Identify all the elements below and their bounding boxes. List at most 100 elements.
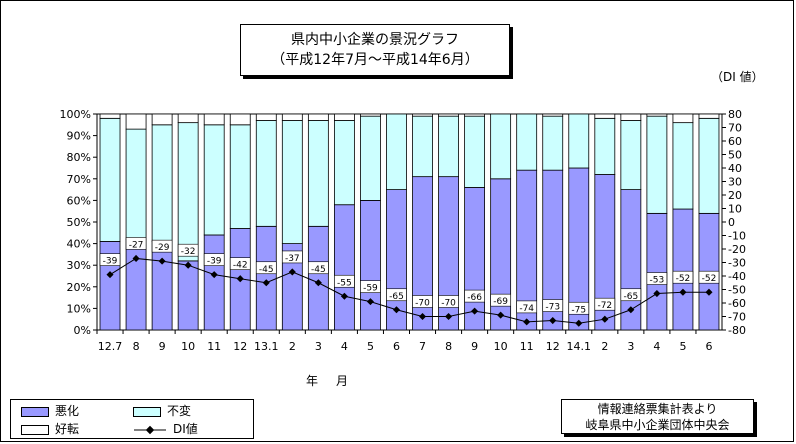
bar-segment-same xyxy=(438,115,459,178)
x-tick-label: 10 xyxy=(181,340,195,353)
legend-label-better: 好転 xyxy=(55,422,80,436)
x-tick-label: 5 xyxy=(679,340,686,353)
bar-segment-same xyxy=(646,115,668,214)
bar-segment-worse xyxy=(203,234,225,331)
x-tick-label: 2 xyxy=(601,340,608,353)
bar-segment-same xyxy=(125,128,147,240)
di-data-label: -69 xyxy=(493,297,508,307)
bar-segment-better xyxy=(333,113,355,121)
di-label-box xyxy=(672,270,694,284)
right-tick-label: -50 xyxy=(728,284,746,297)
legend-label-di: DI値 xyxy=(173,422,198,436)
bar-segment-same xyxy=(386,113,407,190)
di-label-box xyxy=(125,237,147,250)
chart-title: 県内中小企業の景況グラフ xyxy=(291,32,459,48)
bar-segment-better xyxy=(646,113,668,117)
di-marker xyxy=(158,257,166,265)
bar-segment-better xyxy=(177,113,199,124)
di-data-label: -45 xyxy=(259,265,274,275)
di-data-label: -52 xyxy=(702,274,717,284)
di-marker xyxy=(210,271,218,279)
di-marker xyxy=(288,268,296,276)
bar-segment-worse xyxy=(672,208,694,331)
di-label-box xyxy=(255,261,277,275)
di-label-box xyxy=(99,253,121,266)
di-label-box xyxy=(568,301,590,315)
di-label-box xyxy=(646,272,668,285)
left-tick-label: 0% xyxy=(74,324,91,337)
di-marker xyxy=(340,292,348,300)
x-tick-label: 3 xyxy=(315,340,322,353)
bar-segment-better xyxy=(125,113,147,130)
bar-segment-worse xyxy=(151,241,173,331)
bar-segment-better xyxy=(99,113,121,119)
bar-segment-same xyxy=(620,120,642,191)
x-tick-label: 10 xyxy=(494,340,508,353)
di-label-box xyxy=(542,299,564,312)
di-label-box xyxy=(412,295,433,308)
bar-segment-same xyxy=(151,124,173,242)
bar-segment-better xyxy=(281,113,303,121)
di-label-box xyxy=(151,239,173,253)
di-label-box xyxy=(282,250,303,264)
di-data-label: -52 xyxy=(676,274,691,284)
di-marker xyxy=(705,288,713,296)
right-tick-label: 40 xyxy=(728,162,742,175)
bar-segment-same xyxy=(360,115,381,201)
legend-swatch-same xyxy=(133,406,161,417)
bar-segment-same xyxy=(490,113,512,180)
x-tick-label: 12 xyxy=(546,340,560,353)
bar-segment-same xyxy=(203,124,225,236)
bar-segment-same xyxy=(568,113,590,169)
right-tick-label: 20 xyxy=(728,189,742,202)
source-note: 情報連絡票集計表より 岐阜県中小企業団体中央会 xyxy=(561,399,754,434)
x-tick-label: 6 xyxy=(705,340,712,353)
di-label-box xyxy=(490,293,511,307)
di-data-label: -55 xyxy=(337,278,352,288)
di-label-box xyxy=(386,288,407,302)
source-line-1: 情報連絡票集計表より xyxy=(597,402,718,416)
left-tick-label: 100% xyxy=(60,108,91,121)
x-tick-label: 9 xyxy=(159,340,166,353)
di-label-box xyxy=(594,297,616,311)
di-marker xyxy=(366,298,374,306)
bar-segment-better xyxy=(438,113,459,117)
di-data-label: -39 xyxy=(103,257,118,267)
di-data-label: -45 xyxy=(311,265,326,275)
x-axis-title: 年 月 xyxy=(306,374,352,388)
bar-segment-same xyxy=(594,117,616,175)
bar-segment-same xyxy=(542,115,564,171)
di-data-label: -70 xyxy=(441,299,456,309)
legend-item-same: 不変 xyxy=(133,403,191,419)
di-marker xyxy=(601,315,609,323)
bar-segment-same xyxy=(229,124,251,229)
di-data-label: -32 xyxy=(181,247,196,257)
bar-segment-same xyxy=(464,115,486,188)
di-marker xyxy=(184,261,192,269)
bar-segment-better xyxy=(151,113,173,126)
x-tick-label: 4 xyxy=(653,340,660,353)
x-tick-label: 11 xyxy=(520,340,534,353)
bar-segment-better xyxy=(203,113,225,126)
right-tick-label: -20 xyxy=(728,243,746,256)
right-tick-label: 10 xyxy=(728,203,742,216)
di-marker xyxy=(106,271,114,279)
di-data-label: -75 xyxy=(571,305,586,315)
bar-segment-same xyxy=(255,120,277,227)
di-marker xyxy=(679,288,687,296)
legend-swatch-worse xyxy=(21,406,49,417)
bar-segment-better xyxy=(594,113,616,119)
bar-segment-same xyxy=(99,117,121,242)
di-data-label: -42 xyxy=(233,261,248,271)
right-tick-label: 30 xyxy=(728,176,742,189)
di-label-box xyxy=(620,288,642,302)
chart-subtitle: （平成12年7月～平成14年6月） xyxy=(271,52,479,68)
di-label-box xyxy=(464,289,485,303)
legend-item-better: 好転 xyxy=(21,421,79,437)
bar-segment-worse xyxy=(307,225,329,331)
di-marker xyxy=(314,279,322,287)
di-line xyxy=(109,257,709,324)
x-tick-label: 8 xyxy=(133,340,140,353)
left-tick-label: 70% xyxy=(67,173,91,186)
